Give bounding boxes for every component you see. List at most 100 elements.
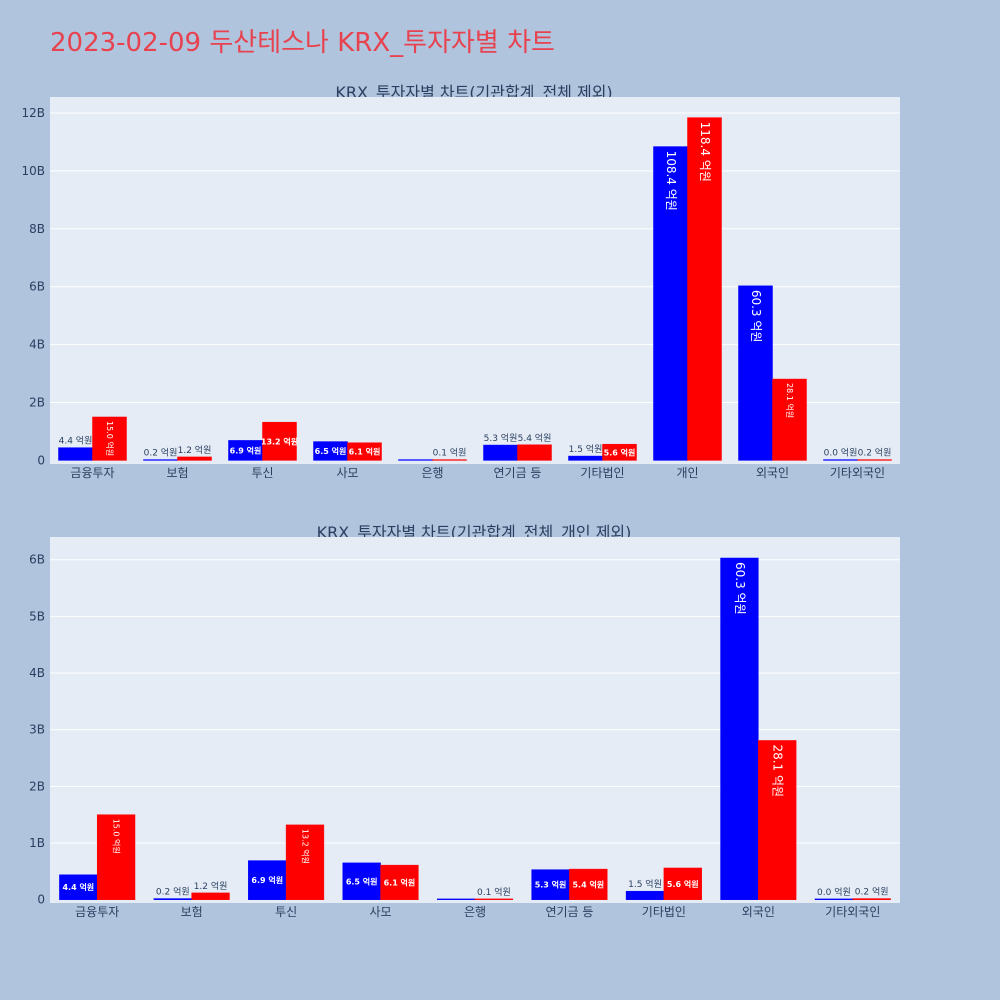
bar-a [738,285,773,461]
x-tick-label: 연기금 등 [545,905,593,919]
x-tick-label: 보험 [166,466,188,480]
y-tick-label: 12B [21,106,45,120]
y-tick-label: 5B [29,609,45,623]
bar-b [663,867,702,900]
x-tick-label: 보험 [181,905,203,919]
bar-b [191,892,230,900]
bar-b [687,117,722,461]
bar-b [474,898,514,900]
y-tick-label: 6B [29,280,45,294]
x-tick-label: 금융투자 [75,905,119,919]
bar-value-label: 108.4 억원 [664,151,678,211]
x-tick-label: 외국인 [742,905,775,919]
bar-value-label: 0.2 억원 [144,447,178,459]
y-tick-label: 1B [29,836,45,850]
y-tick-label: 2B [29,396,45,410]
y-tick-label: 6B [29,553,45,567]
x-tick-label: 사모 [370,905,392,919]
bar-b [772,378,807,461]
bar-value-label: 5.4 억원 [518,432,552,444]
bar-a [653,146,688,461]
bar-b [380,864,419,900]
bar-value-label: 15.0 억원 [105,421,115,456]
bar-value-label: 13.2 억원 [261,436,298,446]
x-tick-label: 외국인 [756,466,789,480]
bar-value-label: 5.3 억원 [484,432,518,444]
bar-a [153,898,192,900]
x-tick-label: 기타법인 [642,905,686,919]
bar-a [531,869,570,900]
x-tick-label: 은행 [464,904,486,919]
bar-value-label: 6.9 억원 [230,445,262,455]
y-tick-label: 10B [21,164,45,178]
bar-a [625,890,665,900]
bar-value-label: 1.2 억원 [178,444,212,456]
bar-a [248,860,287,900]
bar-value-label: 0.0 억원 [817,886,851,898]
bar-value-label: 0.0 억원 [824,447,858,459]
bar-value-label: 60.3 억원 [749,290,763,343]
bar-value-label: 0.2 억원 [156,886,190,898]
bar-value-label: 5.6 억원 [667,879,699,889]
bar-b [177,456,212,461]
bar-b [517,444,552,461]
x-tick-label: 개인 [676,466,698,480]
x-tick-label: 기타외국인 [830,466,885,480]
bar-b [432,459,467,461]
bar-a [436,898,476,900]
x-tick-label: 투신 [251,466,273,480]
bar-value-label: 6.1 억원 [349,447,381,457]
x-tick-label: 사모 [336,466,358,480]
bar-value-label: 0.2 억원 [855,886,889,898]
bar-value-label: 60.3 억원 [733,562,747,615]
x-tick-label: 금융투자 [70,466,114,480]
y-tick-label: 4B [29,338,45,352]
bar-value-label: 5.4 억원 [572,879,604,889]
bar-value-label: 28.1 억원 [785,383,795,418]
bar-b [569,868,608,900]
bar-b [262,421,297,461]
x-tick-label: 기타외국인 [825,905,880,919]
bar-b [285,824,325,900]
bar-value-label: 4.4 억원 [62,882,94,892]
bar-b [92,416,127,461]
bar-value-label: 0.1 억원 [433,447,467,459]
bar-b [96,814,136,900]
bar-value-label: 15.0 억원 [112,819,122,854]
y-tick-label: 4B [29,666,45,680]
bar-a [720,557,759,900]
y-tick-label: 0 [37,893,45,907]
y-tick-label: 8B [29,222,45,236]
bar-b [758,740,797,900]
y-tick-label: 2B [29,779,45,793]
bar-value-label: 6.9 억원 [251,875,283,885]
bar-value-label: 0.2 억원 [858,447,892,459]
page-title: 2023-02-09 두산테스나 KRX_투자자별 차트 [50,28,555,58]
bar-a [59,874,98,900]
bar-value-label: 5.3 억원 [535,880,567,890]
x-tick-label: 은행 [421,465,443,480]
x-tick-label: 투신 [275,905,297,919]
x-tick-label: 기타법인 [580,466,624,480]
bar-value-label: 0.1 억원 [477,886,511,898]
bar-a [342,862,381,900]
y-tick-label: 3B [29,723,45,737]
bar-value-label: 118.4 억원 [698,122,712,182]
bar-value-label: 6.5 억원 [315,446,347,456]
bar-value-label: 13.2 억원 [301,829,311,864]
bar-a [814,898,854,900]
bar-b [857,459,892,461]
bar-value-label: 28.1 억원 [771,744,785,797]
bar-value-label: 1.2 억원 [194,880,228,892]
bar-value-label: 6.5 억원 [346,876,378,886]
x-tick-label: 연기금 등 [494,466,542,480]
bar-b [602,443,637,461]
y-tick-label: 0 [37,453,45,467]
bar-value-label: 5.6 억원 [604,447,636,457]
bar-value-label: 6.1 억원 [384,877,416,887]
bar-value-label: 1.5 억원 [569,443,603,455]
bar-b [852,898,891,900]
bar-b [347,442,382,461]
